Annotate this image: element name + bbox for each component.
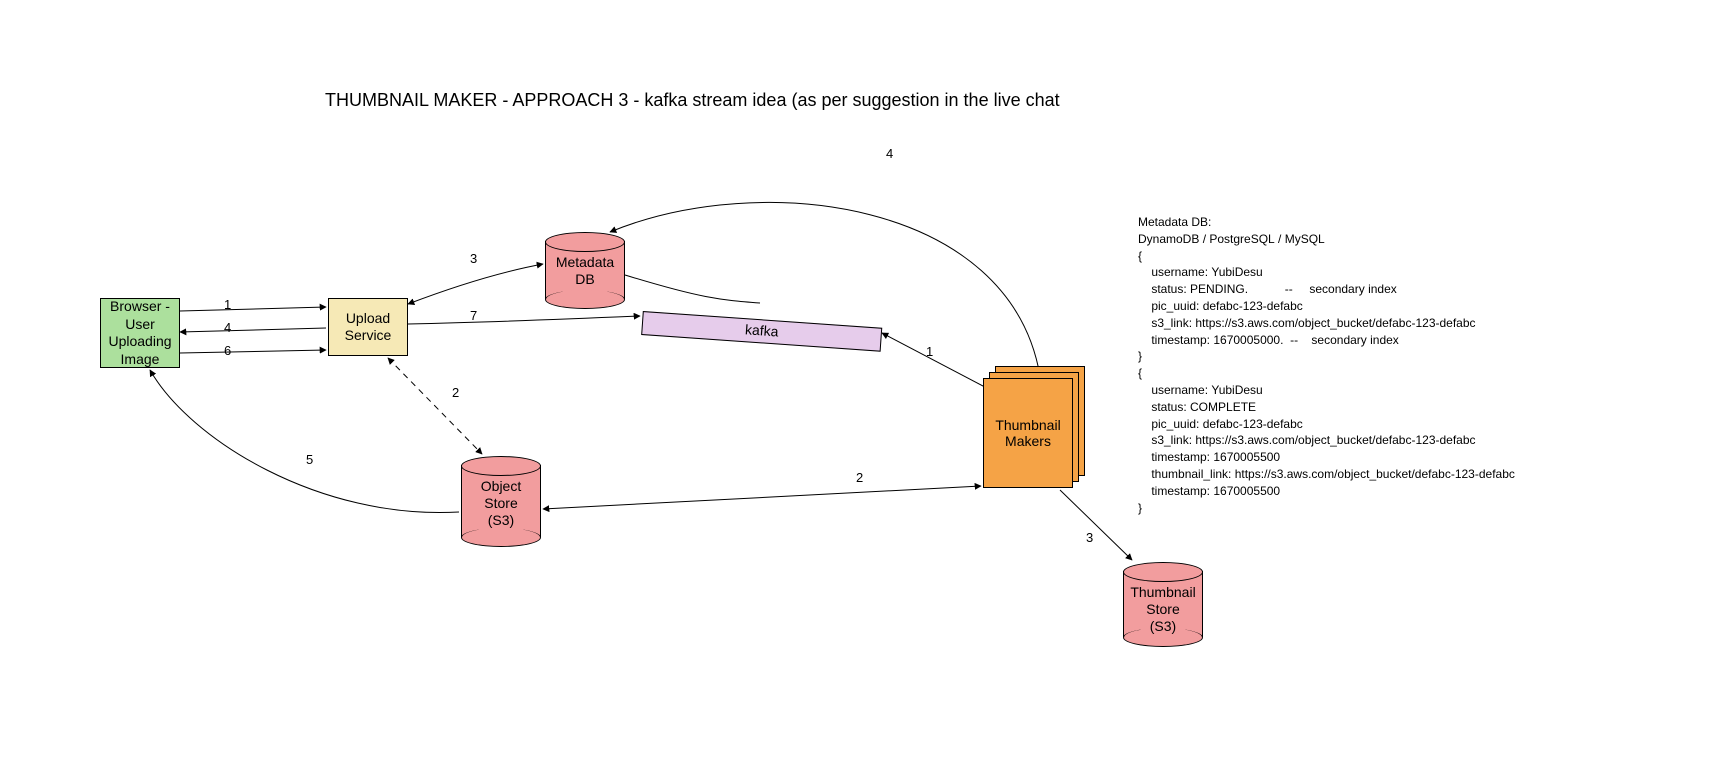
diagram-title: THUMBNAIL MAKER - APPROACH 3 - kafka str… — [325, 90, 1060, 111]
node-upload-service: UploadService — [328, 298, 408, 356]
node-label: ThumbnailMakers — [995, 417, 1060, 449]
edge-object-thumb — [543, 486, 981, 509]
edge-upload-object — [388, 358, 482, 454]
edge-metadata-thumb — [625, 275, 760, 303]
edge-upload-browser — [180, 328, 326, 332]
node-metadata-db: MetadataDB — [545, 232, 625, 308]
node-thumbnail-store-s3: ThumbnailStore(S3) — [1123, 562, 1203, 646]
node-object-store-s3: ObjectStore(S3) — [461, 456, 541, 546]
edge-label: 1 — [224, 297, 231, 312]
edge-label: 4 — [224, 320, 231, 335]
node-browser: Browser -UserUploadingImage — [100, 298, 180, 368]
edge-label: 2 — [856, 470, 863, 485]
edge-label: 5 — [306, 452, 313, 467]
metadata-schema-notes: Metadata DB:DynamoDB / PostgreSQL / MySQ… — [1138, 214, 1515, 516]
node-thumbnail-makers: ThumbnailMakers — [983, 378, 1073, 488]
edge-label: 7 — [470, 308, 477, 323]
edge-object-browser — [150, 370, 459, 513]
edge-label: 4 — [886, 146, 893, 161]
edge-label: 2 — [452, 385, 459, 400]
edge-label: 6 — [224, 343, 231, 358]
edge-browser-upload — [180, 307, 326, 311]
edge-label: 3 — [1086, 530, 1093, 545]
edge-label: 1 — [926, 344, 933, 359]
edge-thumb-tstore — [1060, 490, 1132, 560]
edge-browser-upload — [180, 350, 326, 353]
edge-upload-metadata — [408, 264, 543, 304]
edge-upload-kafka — [408, 316, 640, 324]
edge-label: 3 — [470, 251, 477, 266]
